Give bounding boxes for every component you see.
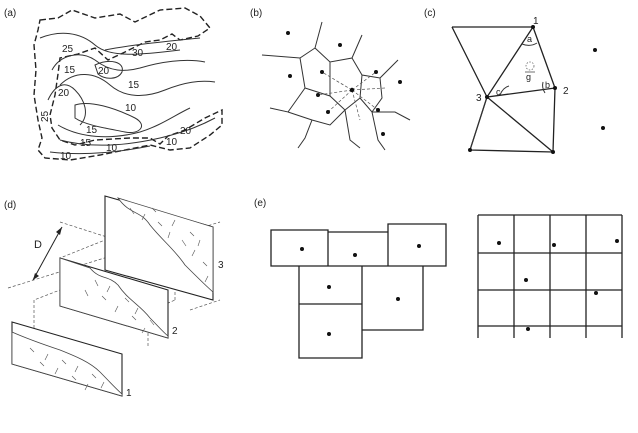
contour-label: 30 xyxy=(132,48,144,59)
distance-arrow xyxy=(33,227,62,280)
angle-label: a xyxy=(527,34,532,44)
cell-point xyxy=(417,244,421,248)
panel-e-label: (e) xyxy=(254,198,266,209)
vertex-point xyxy=(485,95,489,99)
data-point xyxy=(376,108,380,112)
slice-1 xyxy=(12,322,122,396)
grid-point xyxy=(497,241,501,245)
contour-label: 20 xyxy=(58,88,70,99)
triangle-edge xyxy=(470,97,487,150)
contour-label: 10 xyxy=(60,151,72,162)
panel-a: (a) 25 30 20 15 20 15 20 10 25 15 20 15 … xyxy=(4,8,222,162)
grid-point xyxy=(526,327,530,331)
vertex-label: 2 xyxy=(563,86,569,97)
angle-label: c xyxy=(496,87,501,97)
data-point xyxy=(338,43,342,47)
grid-point xyxy=(552,243,556,247)
contour-label: 20 xyxy=(180,126,192,137)
panel-b: (b) xyxy=(250,8,410,150)
contour-label: 15 xyxy=(80,138,92,149)
centroid-label: g xyxy=(526,72,531,82)
data-point xyxy=(398,80,402,84)
panel-d: (d) xyxy=(4,196,224,399)
slice-label: 2 xyxy=(172,326,178,337)
contour-label: 25 xyxy=(62,44,74,55)
vertex-label: 1 xyxy=(533,16,539,27)
contour-label: 20 xyxy=(98,66,110,77)
distance-label: D xyxy=(34,239,42,251)
contour-label: 25 xyxy=(40,110,51,122)
data-point xyxy=(593,48,597,52)
vertex-point xyxy=(468,148,472,152)
panel-e: (e) xyxy=(254,198,622,358)
irregular-cells xyxy=(271,224,446,358)
cell-point xyxy=(353,253,357,257)
grid-point xyxy=(594,291,598,295)
regular-grid xyxy=(478,215,622,338)
vertex-point xyxy=(551,150,555,154)
data-point xyxy=(601,126,605,130)
vertex-point xyxy=(553,86,557,90)
panel-c-label: (c) xyxy=(424,8,436,19)
slice-label: 1 xyxy=(126,388,132,399)
cell-point xyxy=(327,285,331,289)
grid-point xyxy=(615,239,619,243)
panel-b-label: (b) xyxy=(250,8,262,19)
contour-label: 10 xyxy=(106,143,118,154)
data-point xyxy=(381,132,385,136)
angle-label: b xyxy=(545,80,550,90)
voronoi-cells xyxy=(262,22,410,150)
vertex-label: 3 xyxy=(476,93,482,104)
cell-point xyxy=(300,247,304,251)
data-point xyxy=(320,70,324,74)
panel-d-label: (d) xyxy=(4,200,16,211)
contour-line-30 xyxy=(105,38,200,50)
contour-line-25-top xyxy=(40,33,180,54)
data-point xyxy=(316,93,320,97)
contour-label: 10 xyxy=(166,137,178,148)
contour-label: 15 xyxy=(128,80,140,91)
cell-point xyxy=(327,332,331,336)
contour-label: 20 xyxy=(166,42,178,53)
contour-line-20-low xyxy=(58,108,190,137)
panel-a-label: (a) xyxy=(4,8,16,19)
data-point-center xyxy=(350,88,354,92)
data-point xyxy=(326,110,330,114)
data-point xyxy=(374,70,378,74)
centroid-marker xyxy=(526,62,534,70)
grid-point xyxy=(524,278,528,282)
data-point xyxy=(286,31,290,35)
contour-label: 10 xyxy=(125,103,137,114)
panel-c: (c) 1 2 3 a b c g xyxy=(424,8,605,154)
data-point xyxy=(288,74,292,78)
contour-label: 15 xyxy=(86,125,98,136)
contour-label: 15 xyxy=(64,65,76,76)
slice-label: 3 xyxy=(218,260,224,271)
cell-point xyxy=(396,297,400,301)
